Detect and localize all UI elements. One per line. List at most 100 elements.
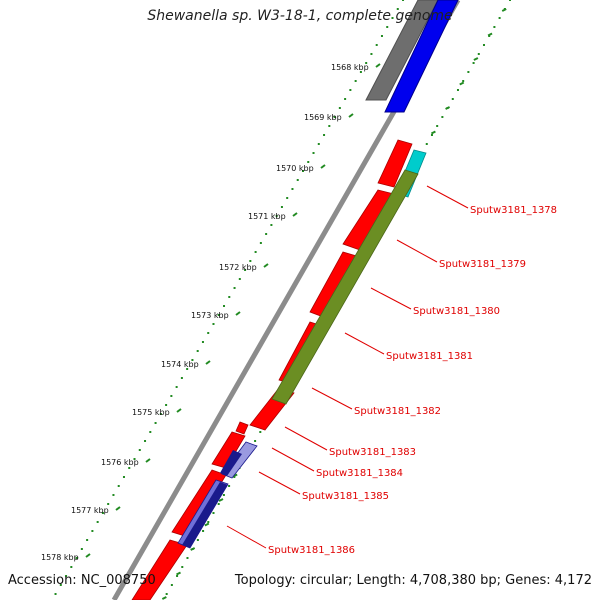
scale-dot bbox=[180, 377, 183, 379]
scale-dot bbox=[344, 98, 347, 100]
scale-dot bbox=[191, 359, 194, 361]
scale-tick bbox=[459, 81, 465, 86]
scale-dot bbox=[359, 71, 362, 73]
scale-dot bbox=[107, 503, 110, 505]
scale-label: 1578 kbp bbox=[41, 553, 79, 562]
gene-label[interactable]: Sputw3181_1384 bbox=[316, 468, 403, 479]
scale-tick bbox=[445, 106, 451, 110]
scale-dot bbox=[212, 323, 215, 325]
scale-dot bbox=[170, 395, 173, 397]
scale-dot bbox=[186, 557, 189, 559]
accession-text: Accession: NC_008750 bbox=[8, 573, 156, 588]
scale-dot bbox=[249, 260, 252, 262]
scale-tick bbox=[204, 522, 210, 527]
gene-label[interactable]: Sputw3181_1386 bbox=[268, 545, 355, 556]
scale-major-tick bbox=[348, 113, 354, 118]
scale-label: 1573 kbp bbox=[191, 311, 229, 320]
scale-dot bbox=[222, 494, 225, 496]
scale-label: 1575 kbp bbox=[132, 408, 170, 417]
scale-dot bbox=[472, 62, 475, 64]
scale-dot bbox=[176, 575, 179, 577]
gene-label[interactable]: Sputw3181_1382 bbox=[354, 406, 441, 417]
navy-feature-1 bbox=[220, 450, 242, 476]
scale-major-tick bbox=[375, 63, 381, 68]
scale-dot bbox=[386, 26, 389, 28]
scale-dot bbox=[165, 593, 168, 595]
scale-tick bbox=[176, 571, 181, 576]
scale-dot bbox=[354, 80, 357, 82]
scale-dot bbox=[101, 512, 104, 514]
scale-dot bbox=[477, 53, 480, 55]
gene-leader-line bbox=[426, 185, 469, 209]
gene-leader-line bbox=[311, 387, 353, 410]
scale-dot bbox=[228, 485, 231, 487]
scale-dot bbox=[391, 17, 394, 19]
scale-dot bbox=[201, 341, 204, 343]
navy-feature-2 bbox=[182, 482, 228, 548]
scale-label: 1572 kbp bbox=[219, 263, 257, 272]
scale-labels: 1568 kbp 1569 kbp 1570 kbp 1571 kbp 1572 kbp… bbox=[41, 63, 381, 562]
scale-major-tick bbox=[205, 360, 211, 365]
scale-dot bbox=[165, 404, 168, 406]
scale-dot bbox=[175, 386, 178, 388]
gene-leader-line bbox=[370, 287, 412, 310]
scale-label: 1568 kbp bbox=[331, 63, 369, 72]
scale-dot bbox=[396, 8, 399, 10]
scale-dot bbox=[228, 296, 231, 298]
scale-dot bbox=[254, 440, 257, 442]
gene-leader-line bbox=[396, 239, 438, 263]
scale-dot bbox=[370, 53, 373, 55]
scale-dot bbox=[462, 80, 465, 82]
scale-dot bbox=[170, 584, 173, 586]
gene-leader-line bbox=[284, 426, 328, 451]
scale-label: 1570 kbp bbox=[276, 164, 314, 173]
scale-dot bbox=[270, 224, 273, 226]
red-cds-1 bbox=[377, 139, 413, 188]
scale-dot bbox=[380, 35, 383, 37]
scale-dot bbox=[217, 314, 220, 316]
gene-labels: Sputw3181_1378 Sputw3181_1379 Sputw3181_13… bbox=[226, 185, 557, 556]
scale-dot bbox=[96, 521, 99, 523]
gene-leader-line bbox=[226, 525, 267, 549]
gene-label[interactable]: Sputw3181_1381 bbox=[386, 351, 473, 362]
scale-tick bbox=[473, 57, 479, 61]
scale-dot bbox=[467, 71, 470, 73]
gene-label[interactable]: Sputw3181_1383 bbox=[329, 447, 416, 458]
scale-dot bbox=[154, 422, 157, 424]
scale-dot bbox=[122, 476, 125, 478]
scale-dot bbox=[70, 566, 73, 568]
scale-dot bbox=[317, 143, 320, 145]
gene-label[interactable]: Sputw3181_1380 bbox=[413, 306, 500, 317]
scale-tick bbox=[430, 130, 436, 135]
gene-label[interactable]: Sputw3181_1385 bbox=[302, 491, 389, 502]
scale-label: 1571 kbp bbox=[248, 212, 286, 221]
scale-dot bbox=[456, 89, 459, 91]
scale-dot bbox=[128, 467, 131, 469]
scale-tick bbox=[218, 498, 224, 502]
scale-dot bbox=[244, 269, 247, 271]
scale-label: 1577 kbp bbox=[71, 506, 109, 515]
gene-label[interactable]: Sputw3181_1379 bbox=[439, 259, 526, 270]
scale-dot bbox=[451, 98, 454, 100]
scale-major-tick bbox=[115, 506, 121, 511]
scale-dot bbox=[254, 251, 257, 253]
scale-dot bbox=[296, 179, 299, 181]
scale-dot bbox=[259, 242, 262, 244]
scale-major-tick bbox=[292, 212, 298, 217]
scale-dot bbox=[138, 449, 141, 451]
gene-label[interactable]: Sputw3181_1378 bbox=[470, 205, 557, 216]
scale-dot bbox=[144, 440, 147, 442]
scale-dot bbox=[430, 134, 433, 136]
scale-dot bbox=[425, 143, 428, 145]
scale-dot bbox=[54, 593, 57, 595]
scale-dot bbox=[402, 0, 405, 1]
scale-dot bbox=[375, 44, 378, 46]
scale-dot bbox=[301, 170, 304, 172]
scale-dot bbox=[259, 431, 262, 433]
scale-dot bbox=[80, 548, 83, 550]
scale-major-tick bbox=[235, 311, 241, 316]
page-title: Shewanella sp. W3-18-1, complete genome bbox=[147, 8, 453, 24]
scale-dot bbox=[196, 350, 199, 352]
scale-dot bbox=[509, 0, 511, 1]
